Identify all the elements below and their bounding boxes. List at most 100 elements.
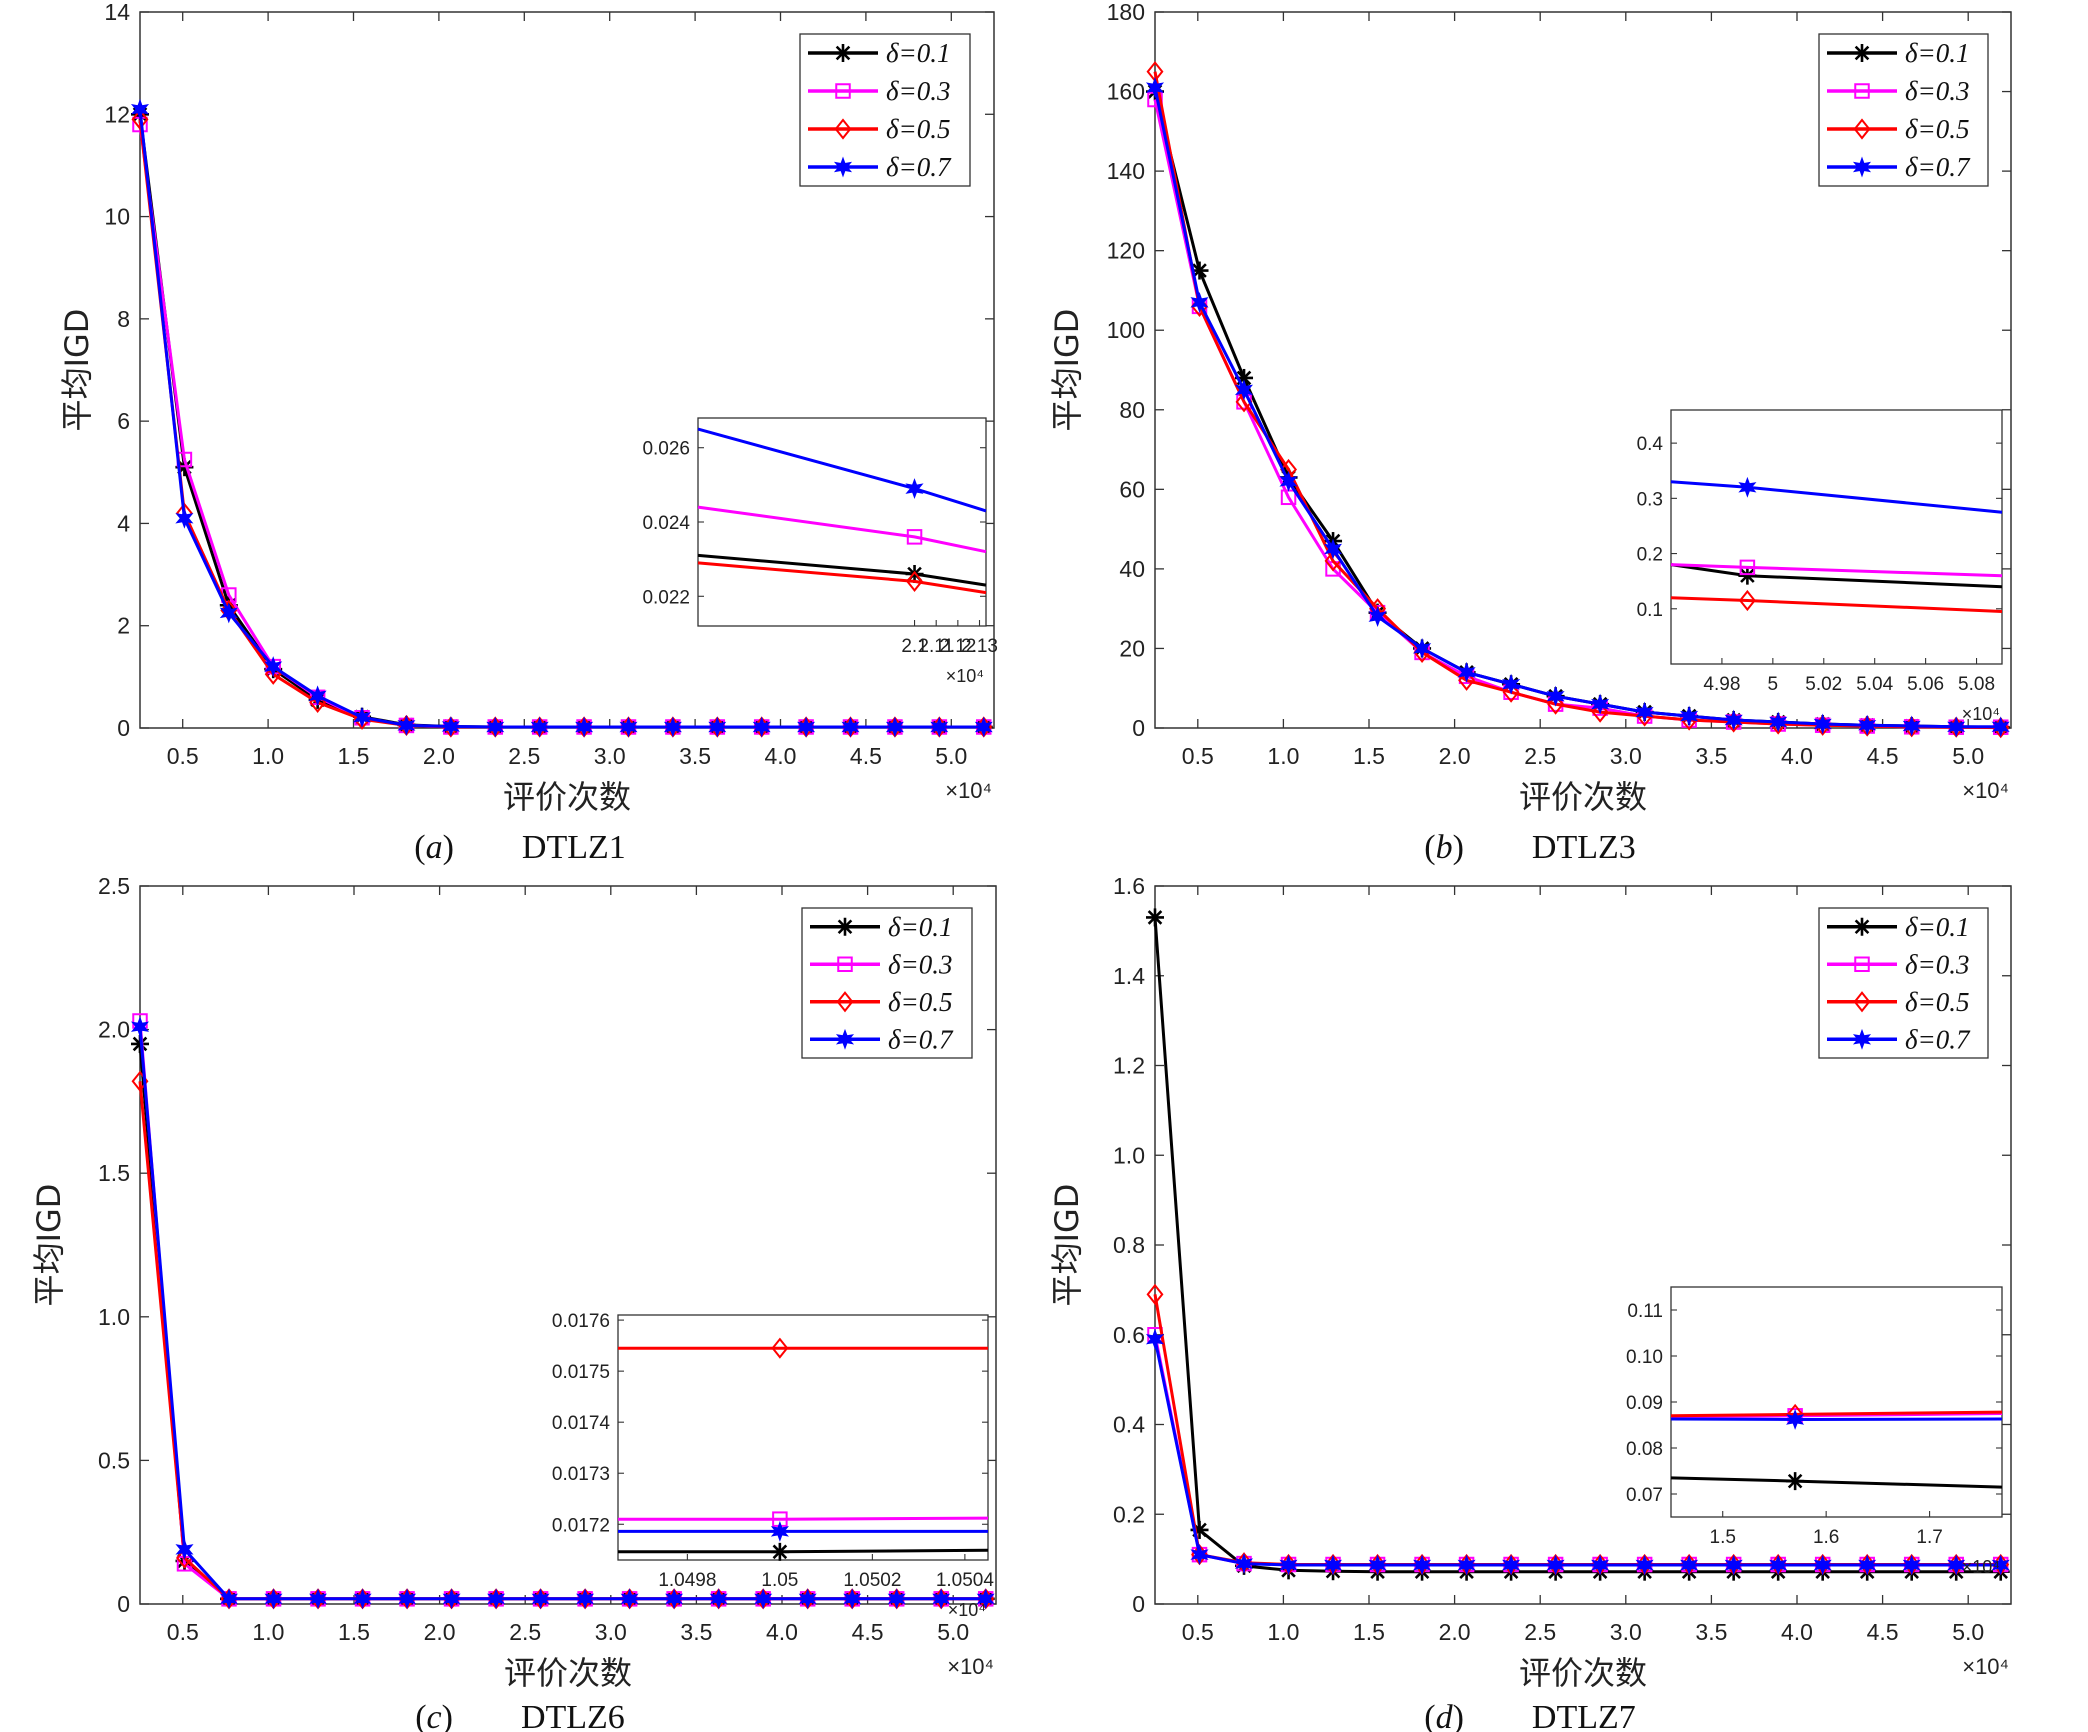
series-line (138, 1026, 986, 1601)
inset-series-line (1670, 596, 2003, 613)
data-point (1591, 693, 1610, 715)
data-point (352, 706, 372, 728)
data-point (976, 1588, 995, 1610)
x-tick-label: 1.5 (1353, 743, 1385, 769)
legend-marker (1854, 83, 1870, 99)
legend-item: δ=0.5 (808, 114, 951, 144)
y-tick-label: 0 (1132, 715, 1145, 741)
inset-y-tick-label: 0.11 (1627, 1301, 1663, 1322)
x-tick-label: 2.5 (509, 1619, 541, 1645)
chart-panel-d: 0 0.2 0.4 0.6 0.8 1.0 1.2 1.4 1.6 0.5 1.0 1.5 2.0 2.5… (1048, 873, 2012, 1732)
y-tick-label: 120 (1107, 238, 1145, 264)
legend-marker (834, 118, 852, 140)
inset-y-tick-label: 0.09 (1626, 1393, 1663, 1414)
inset-x-tick-label: 5.06 (1907, 674, 1944, 695)
data-point (1234, 1553, 1254, 1575)
data-point (531, 1588, 550, 1610)
data-point (1547, 693, 1565, 715)
data-point (131, 108, 149, 131)
inset: 0.022 0.024 0.026 2.12.112.122.13 ×10⁴ (642, 417, 998, 686)
data-point (1502, 1554, 1521, 1576)
inset-y-tick-label: 0.0175 (552, 1362, 610, 1383)
inset-x-tick-label: 2.12 (939, 636, 976, 657)
x-tick-label: 4.5 (850, 743, 882, 769)
x-tick-label: 2.5 (508, 743, 540, 769)
data-point (843, 1588, 862, 1610)
inset-y-tick-label: 0.07 (1626, 1485, 1663, 1506)
data-point (487, 1588, 506, 1610)
x-tick-label: 4.0 (766, 1619, 798, 1645)
x-tick-label: 1.5 (338, 743, 370, 769)
inset-y-tick-label: 0.3 (1637, 489, 1663, 510)
x-axis-multiplier: ×10⁴ (1962, 778, 2009, 803)
x-tick-label: 2.5 (1524, 1619, 1556, 1645)
legend-label: δ=0.5 (888, 987, 953, 1017)
legend: δ=0.1 δ=0.3 δ=0.5 δ=0.7 (1818, 33, 1989, 187)
y-tick-label: 100 (1107, 317, 1145, 343)
data-point (1413, 1554, 1432, 1576)
panel-name: DTLZ3 (1532, 829, 1636, 866)
data-point (1902, 715, 1921, 737)
x-axis-label: 评价次数 (503, 778, 631, 816)
y-tick-label: 4 (117, 510, 130, 536)
data-point (309, 1588, 328, 1610)
data-point (1680, 1554, 1699, 1576)
inset-x-tick-label: 5.02 (1805, 674, 1842, 695)
inset: 0.07 0.08 0.09 0.10 0.11 1.5 1.6 1.7 ×10⁴ (1626, 1286, 2003, 1577)
data-point (932, 1588, 951, 1610)
data-point (1947, 1554, 1966, 1576)
data-point (442, 1588, 461, 1610)
x-tick-label: 4.5 (1867, 1619, 1899, 1645)
inset-series-line (697, 561, 987, 595)
y-tick-label: 20 (1119, 635, 1145, 661)
chart-panel-b: 0 20 40 60 80 100 120 140 160 180 0.5 1.0 1.5 2.0 2.5 3… (1048, 0, 2012, 866)
data-point (1324, 1554, 1343, 1576)
inset-area (617, 1314, 989, 1561)
inset-y-tick-label: 0.0173 (552, 1464, 610, 1485)
x-tick-label: 3.5 (679, 743, 711, 769)
y-tick-label: 0.8 (1113, 1232, 1145, 1258)
data-point (486, 716, 505, 738)
legend-label: δ=0.1 (1905, 38, 1970, 68)
data-point (1769, 1554, 1788, 1576)
legend-box (801, 907, 973, 1059)
x-tick-label: 1.0 (1267, 743, 1299, 769)
legend-label: δ=0.1 (1905, 912, 1970, 942)
x-tick-label: 5.0 (937, 1619, 969, 1645)
y-axis-label: 平均IGD (1048, 309, 1086, 432)
data-point (1279, 1554, 1298, 1576)
data-point (1724, 709, 1743, 731)
legend: δ=0.1 δ=0.3 δ=0.5 δ=0.7 (801, 907, 973, 1059)
y-tick-label: 2 (117, 613, 130, 639)
x-tick-label: 3.0 (1610, 743, 1642, 769)
data-point (308, 685, 327, 707)
data-point (219, 1588, 239, 1610)
x-tick-label: 0.5 (1182, 743, 1214, 769)
y-tick-label: 10 (104, 204, 130, 230)
legend-marker (1853, 917, 1871, 936)
legend-item: δ=0.5 (1827, 987, 1970, 1017)
legend-item: δ=0.1 (1827, 38, 1970, 68)
legend-item: δ=0.1 (810, 912, 953, 942)
x-tick-label: 1.5 (1353, 1619, 1385, 1645)
data-point (1146, 1283, 1164, 1305)
series-line (1153, 1338, 2001, 1567)
data-point (752, 716, 771, 738)
y-axis-label: 平均IGD (30, 1184, 68, 1307)
x-tick-label: 4.5 (852, 1619, 884, 1645)
y-tick-label: 1.6 (1113, 873, 1145, 899)
inset-y-tick-label: 0.0176 (552, 1311, 610, 1332)
x-tick-label: 0.5 (167, 1619, 199, 1645)
inset-series-line (618, 1516, 989, 1521)
data-point (1190, 291, 1209, 313)
x-tick-label: 2.0 (1439, 743, 1471, 769)
data-point (1724, 1554, 1743, 1576)
x-axis-label: 评价次数 (1519, 1654, 1647, 1692)
data-point (1502, 681, 1520, 703)
inset-series-line (697, 505, 987, 554)
legend-label: δ=0.7 (1905, 1024, 1971, 1054)
x-tick-label: 3.5 (1695, 743, 1727, 769)
legend-item: δ=0.5 (1827, 114, 1970, 144)
inset-data-point (770, 1542, 789, 1561)
data-point (264, 656, 283, 678)
